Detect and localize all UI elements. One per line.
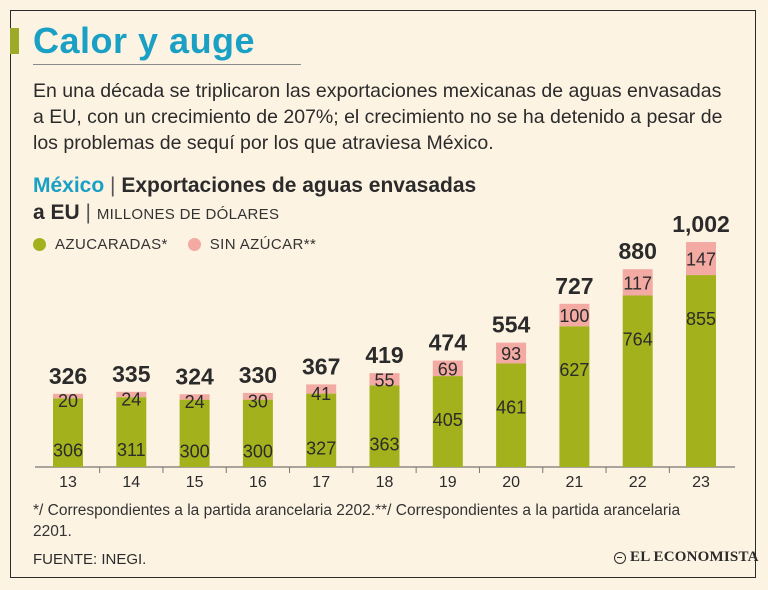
chart-heading: México | Exportaciones de aguas envasada… [33,172,593,228]
bar-no-sugar [496,342,527,364]
bar-label-no-sugar: 24 [121,389,141,409]
bar-label-no-sugar: 41 [311,384,331,404]
bar-label-no-sugar: 93 [501,344,521,364]
bar-sugar [496,363,527,467]
title-accent-bar [10,28,19,54]
bar-label-sugar: 405 [433,410,463,430]
bar-sugar [369,385,400,467]
bar-label-no-sugar: 100 [559,306,589,326]
bar-label-sugar: 306 [53,441,83,461]
legend-item-no-sugar: SIN AZÚCAR** [187,236,317,253]
x-tick-label: 17 [312,474,330,491]
x-tick-label: 18 [376,474,394,491]
bar-label-no-sugar: 30 [248,391,268,411]
source-note: FUENTE: INEGI. [33,551,147,568]
bar-total-label: 324 [175,363,214,389]
x-tick-label: 23 [692,474,710,491]
stacked-bar-chart: 3062032613311243351430024324153003033016… [35,211,735,491]
legend-item-sugar: AZUCARADAS* [33,236,168,253]
bar-no-sugar [686,242,716,276]
x-tick-label: 16 [249,474,267,491]
bar-total-label: 880 [619,238,657,264]
bar-sugar [53,398,83,467]
bar-total-label: 727 [555,273,593,299]
bar-no-sugar [622,269,653,296]
bar-sugar [622,295,653,467]
bar-label-sugar: 764 [623,329,653,349]
bar-no-sugar [306,384,337,394]
x-tick-label: 20 [502,474,520,491]
bar-label-sugar: 311 [117,440,146,460]
bar-no-sugar [116,391,147,398]
bar-label-no-sugar: 147 [686,250,716,270]
bar-total-label: 326 [49,363,87,389]
chart-title-line2: a EU [33,201,80,224]
brand-name: EL ECONOMISTA [630,549,759,565]
chart-units: MILLONES DE DÓLARES [96,206,280,223]
bar-label-no-sugar: 69 [438,359,458,379]
bar-no-sugar [53,393,83,399]
chart-title-line1: Exportaciones de aguas envasadas [121,174,477,197]
x-tick-label: 13 [59,474,77,491]
bar-no-sugar [242,392,273,400]
page-title: Calor y auge [33,20,256,61]
bar-no-sugar [369,373,400,386]
bar-label-no-sugar: 20 [58,391,78,411]
bar-label-sugar: 855 [686,309,716,329]
bar-total-label: 1,002 [672,211,730,237]
x-tick-label: 14 [122,474,140,491]
bar-label-no-sugar: 117 [623,273,652,293]
bar-label-sugar: 363 [369,434,399,454]
bar-total-label: 474 [429,330,468,356]
bar-no-sugar [432,360,463,377]
title-divider [33,64,301,65]
chart-country: México [33,174,105,197]
bar-total-label: 419 [365,342,403,368]
legend-swatch-sugar [33,238,46,251]
x-tick-label: 19 [439,474,457,491]
bar-sugar [179,399,210,467]
legend-swatch-no-sugar [187,238,201,251]
bar-label-sugar: 461 [496,398,526,418]
bar-total-label: 367 [302,353,340,379]
bar-sugar [686,275,716,467]
bar-no-sugar [559,303,590,327]
bar-label-sugar: 300 [243,441,273,461]
heading-separator: | [85,201,91,224]
bar-sugar [116,397,147,467]
bar-total-label: 335 [112,361,151,387]
brand-logo-icon [614,551,626,564]
legend-label-no-sugar: SIN AZÚCAR** [209,236,317,253]
footnotes: */ Correspondientes a la partida arancel… [33,502,681,540]
bar-label-sugar: 300 [180,441,210,461]
legend-label-sugar: AZUCARADAS* [55,236,168,253]
intro-text: En una década se triplicaron las exporta… [33,80,723,154]
bar-label-sugar: 327 [306,438,336,458]
brand-logo: EL ECONOMISTA [614,549,759,566]
bar-sugar [432,376,463,467]
bar-sugar [559,326,590,467]
frame-border [10,10,756,578]
bar-total-label: 554 [492,312,531,338]
heading-separator: | [110,174,116,197]
bar-no-sugar [179,394,210,400]
x-tick-label: 15 [186,474,204,491]
x-tick-label: 21 [566,474,584,491]
chart-legend: AZUCARADAS* SIN AZÚCAR** [33,236,336,253]
bar-label-no-sugar: 55 [374,370,394,390]
bar-sugar [242,399,273,467]
bar-label-no-sugar: 24 [185,392,205,412]
bar-sugar [306,393,337,467]
bar-label-sugar: 627 [559,360,589,380]
x-tick-label: 22 [629,474,647,491]
bar-total-label: 330 [239,362,277,388]
